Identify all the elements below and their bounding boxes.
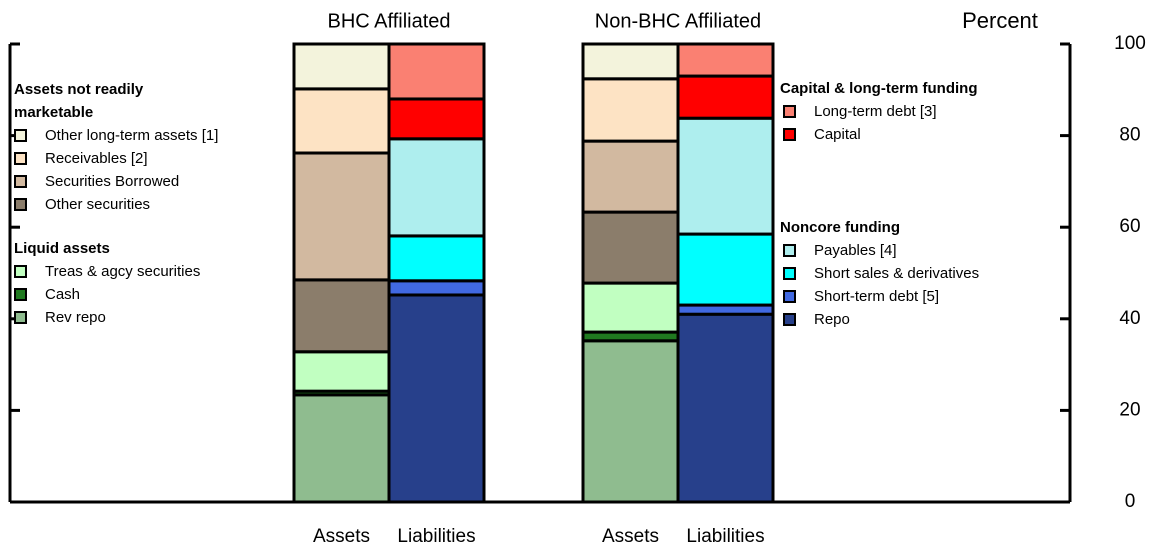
legend-label: Rev repo bbox=[45, 309, 106, 326]
bar-segment bbox=[581, 139, 680, 214]
legend-item: Other securities bbox=[14, 193, 214, 216]
group-title: Non-BHC Affiliated bbox=[595, 10, 761, 32]
legend-swatch bbox=[14, 152, 27, 165]
legend-item: Rev repo bbox=[14, 306, 254, 329]
bar-segment bbox=[581, 77, 680, 143]
legend-item: Capital bbox=[780, 123, 1040, 146]
legend-label: Short sales & derivatives bbox=[814, 265, 980, 282]
legend-swatch bbox=[783, 290, 796, 303]
legend-item: Payables [4] bbox=[780, 239, 1040, 262]
legend-item: Repo bbox=[780, 308, 1040, 331]
legend-swatch bbox=[14, 129, 27, 142]
legend-swatch bbox=[14, 175, 27, 188]
bar-segment bbox=[387, 234, 486, 283]
legend-swatch bbox=[783, 313, 796, 326]
legend-swatch bbox=[14, 288, 27, 301]
y-tick-label: 0 bbox=[1125, 491, 1136, 512]
legend-label: Long-term debt [3] bbox=[814, 103, 937, 120]
legend-item: Short-term debt [5] bbox=[780, 285, 1040, 308]
bar-segment bbox=[676, 42, 775, 78]
y-tick-label: 60 bbox=[1119, 216, 1140, 237]
legend-label: Repo bbox=[814, 311, 850, 328]
legend-label: Short-term debt [5] bbox=[814, 288, 940, 305]
legend-label: Capital bbox=[814, 126, 861, 143]
bar-segment bbox=[581, 210, 680, 285]
bar-segment bbox=[676, 74, 775, 120]
bar-segment bbox=[676, 312, 775, 504]
bar-segment bbox=[387, 279, 486, 297]
bar-segment bbox=[581, 339, 680, 504]
bar-segment bbox=[387, 97, 486, 141]
legend-item: Short sales & derivatives bbox=[780, 262, 1040, 285]
legend: Liquid assets Treas & agcy securities Cash… bbox=[14, 237, 254, 329]
group-title: BHC Affiliated bbox=[327, 10, 450, 32]
y-tick-label: 20 bbox=[1119, 399, 1140, 420]
legend: Capital & long-term funding Long-term deb… bbox=[780, 77, 1040, 146]
bar-segment bbox=[292, 87, 391, 155]
legend-item: Long-term debt [3] bbox=[780, 100, 1040, 123]
legend-item: Cash bbox=[14, 283, 254, 306]
bar-segment bbox=[292, 42, 391, 91]
legend-title: Assets not readily marketable bbox=[14, 81, 144, 121]
bar-segment bbox=[292, 278, 391, 354]
legend-label: Treas & agcy securities bbox=[45, 263, 201, 280]
bar-segment bbox=[292, 350, 391, 393]
bar-segment bbox=[292, 393, 391, 504]
x-tick-label: Liabilities bbox=[686, 526, 764, 547]
bar-segment bbox=[387, 42, 486, 101]
x-tick-label: Assets bbox=[602, 526, 659, 547]
legend-swatch bbox=[14, 265, 27, 278]
legend-label: Securities Borrowed bbox=[45, 173, 180, 190]
bar-segment bbox=[387, 137, 486, 238]
legend-swatch bbox=[14, 198, 27, 211]
legend: Assets not readily marketable Other long-… bbox=[14, 78, 218, 216]
legend-swatch bbox=[783, 105, 796, 118]
legend-label: Other securities bbox=[45, 196, 151, 213]
y-tick-label: 80 bbox=[1119, 125, 1140, 146]
y-axis-label: Percent bbox=[962, 8, 1038, 33]
legend-title: Noncore funding bbox=[780, 219, 900, 236]
bar-segment bbox=[581, 281, 680, 334]
legend-title: Liquid assets bbox=[14, 240, 110, 257]
legend-swatch bbox=[783, 267, 796, 280]
y-tick-label: 40 bbox=[1119, 308, 1140, 329]
bar-segment bbox=[581, 42, 680, 81]
bar-segment bbox=[292, 151, 391, 282]
x-tick-label: Assets bbox=[313, 526, 370, 547]
y-tick-label: 100 bbox=[1114, 33, 1146, 54]
x-tick-label: Liabilities bbox=[397, 526, 475, 547]
legend: Noncore funding Payables [4] Short sales &… bbox=[780, 216, 1040, 331]
legend-label: Cash bbox=[45, 286, 81, 303]
bar-segment bbox=[676, 232, 775, 307]
legend-item: Other long-term assets [1] bbox=[14, 124, 218, 147]
legend-title: Capital & long-term funding bbox=[780, 80, 978, 97]
legend-item: Receivables [2] bbox=[14, 147, 214, 170]
legend-item: Treas & agcy securities bbox=[14, 260, 254, 283]
legend-item: Securities Borrowed bbox=[14, 170, 214, 193]
legend-label: Other long-term assets [1] bbox=[45, 127, 219, 144]
bar-segment bbox=[676, 116, 775, 236]
legend-label: Receivables [2] bbox=[45, 150, 148, 167]
legend-swatch bbox=[783, 128, 796, 141]
legend-swatch bbox=[783, 244, 796, 257]
legend-swatch bbox=[14, 311, 27, 324]
legend-label: Payables [4] bbox=[814, 242, 897, 259]
bar-segment bbox=[387, 293, 486, 504]
